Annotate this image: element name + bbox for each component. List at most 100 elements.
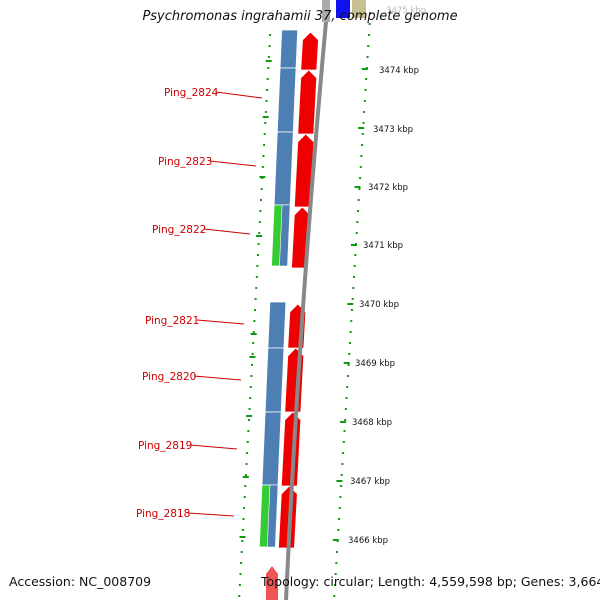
- tick-dot: [255, 276, 258, 278]
- scale-label: 3472 kbp: [368, 183, 408, 193]
- tick-dash: [358, 127, 365, 129]
- tick-dot: [253, 320, 256, 322]
- genome-backbone: [284, 0, 330, 600]
- gene-label: Ping_2823: [158, 156, 212, 168]
- gene-leader-line: [189, 444, 238, 450]
- tick-dot: [344, 408, 347, 410]
- tick-dot: [252, 342, 255, 344]
- tick-dot: [242, 518, 245, 520]
- tick-dot: [359, 166, 362, 168]
- tick-dot: [263, 133, 266, 135]
- tick-dot: [344, 419, 347, 421]
- tick-dash: [249, 356, 256, 358]
- cds-block: [264, 347, 285, 413]
- tick-dot: [337, 529, 340, 531]
- tick-dot: [267, 56, 270, 58]
- tick-dot: [269, 34, 272, 36]
- tick-dot: [356, 221, 359, 223]
- scale-label: 3469 kbp: [355, 359, 395, 369]
- tick-dot: [260, 188, 263, 190]
- tick-dot: [336, 551, 339, 553]
- gene-leader-line: [203, 228, 251, 235]
- gene-leader-line: [215, 91, 263, 99]
- tick-dot: [360, 155, 363, 157]
- tick-dash: [239, 536, 246, 538]
- top-feature-gray: [322, 0, 330, 22]
- tick-dot: [363, 100, 366, 102]
- tick-dot: [348, 353, 351, 355]
- tick-dot: [258, 221, 261, 223]
- gene-label: Ping_2820: [142, 371, 196, 383]
- tick-dot: [243, 496, 246, 498]
- tick-dot: [259, 210, 262, 212]
- tick-dot: [246, 452, 249, 454]
- tick-dot: [260, 199, 263, 201]
- tick-dot: [366, 56, 369, 58]
- topology-text: Topology: circular; Length: 4,559,598 bp…: [261, 574, 600, 589]
- tick-dot: [362, 122, 365, 124]
- scale-label: 3474 kbp: [379, 66, 419, 76]
- tick-dot: [247, 419, 250, 421]
- tick-dot: [340, 485, 343, 487]
- scale-label: 3466 kbp: [348, 536, 388, 546]
- gene-label: Ping_2818: [136, 508, 190, 520]
- gene-label: Ping_2824: [164, 87, 219, 99]
- scale-label: 3467 kbp: [350, 477, 390, 487]
- tick-dot: [263, 144, 266, 146]
- gene-arrow: [300, 31, 319, 71]
- tick-dot: [365, 78, 368, 80]
- tick-dot: [352, 276, 355, 278]
- tick-dot: [367, 45, 370, 47]
- tick-dash: [265, 60, 272, 62]
- tick-dot: [240, 551, 243, 553]
- gene-leader-line: [196, 319, 245, 325]
- tick-dot: [347, 364, 350, 366]
- tick-dot: [256, 265, 259, 267]
- gene-arrow: [297, 69, 318, 135]
- tick-dot: [358, 188, 361, 190]
- tick-dot: [247, 430, 250, 432]
- tick-dot: [241, 540, 244, 542]
- gene-label: Ping_2821: [145, 315, 199, 327]
- tick-dot: [349, 331, 352, 333]
- tick-dot: [243, 507, 246, 509]
- tick-dash: [336, 480, 343, 482]
- tick-dot: [333, 584, 336, 586]
- tick-dot: [351, 298, 354, 300]
- tick-dot: [334, 573, 337, 575]
- tick-dot: [338, 518, 341, 520]
- tick-dot: [239, 573, 242, 575]
- tick-dot: [246, 441, 249, 443]
- tick-dot: [266, 78, 269, 80]
- tick-dash: [361, 68, 368, 70]
- tick-dot: [348, 342, 351, 344]
- tick-dot: [248, 408, 251, 410]
- tick-dash: [350, 244, 357, 246]
- gene-leader-line: [209, 160, 257, 167]
- scale-label: 3470 kbp: [359, 300, 399, 310]
- gene-leader-line: [187, 512, 235, 517]
- tick-dot: [244, 485, 247, 487]
- tick-dot: [257, 254, 260, 256]
- tick-dot: [355, 232, 358, 234]
- tick-dot: [343, 430, 346, 432]
- tick-dot: [361, 133, 364, 135]
- tick-dot: [249, 386, 252, 388]
- gene-leader-line: [193, 375, 242, 381]
- tick-dot: [340, 474, 343, 476]
- tick-dot: [240, 562, 243, 564]
- tick-dot: [254, 298, 257, 300]
- tick-dot: [346, 375, 349, 377]
- cds-block: [266, 484, 279, 548]
- tick-dot: [364, 89, 367, 91]
- tick-dot: [346, 386, 349, 388]
- cds-block: [276, 67, 297, 133]
- gene-label: Ping_2822: [152, 224, 206, 236]
- accession-text: Accession: NC_008709: [9, 574, 152, 589]
- top-feature-tan: [352, 0, 366, 18]
- tick-dash: [250, 333, 257, 335]
- scale-label: 3473 kbp: [373, 125, 413, 135]
- tick-dot: [241, 529, 244, 531]
- tick-dot: [359, 177, 362, 179]
